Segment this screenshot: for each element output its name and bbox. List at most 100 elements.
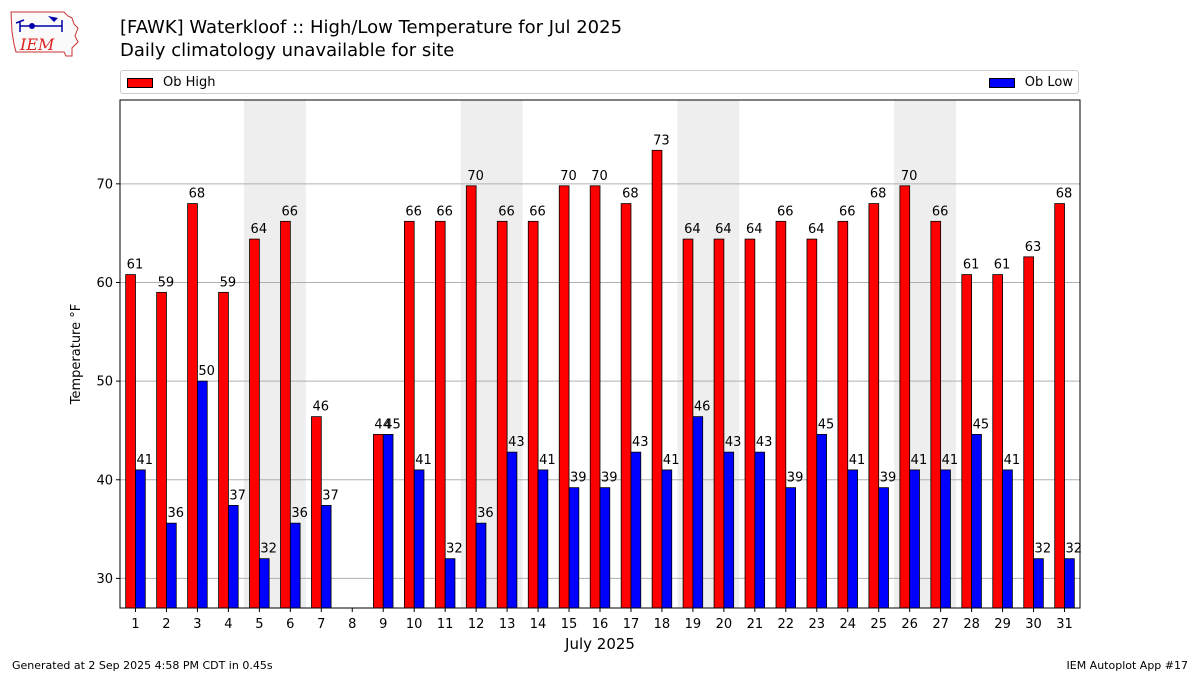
label-low-day-17: 43 [632, 435, 649, 450]
label-high-day-26: 70 [901, 169, 918, 184]
xtick-label-23: 23 [809, 617, 826, 632]
xtick-label-21: 21 [747, 617, 764, 632]
label-low-day-29: 41 [1004, 453, 1021, 468]
xtick-label-7: 7 [317, 617, 325, 632]
label-low-day-13: 43 [508, 435, 525, 450]
label-low-day-16: 39 [601, 471, 618, 486]
xtick-label-16: 16 [592, 617, 609, 632]
xtick-label-28: 28 [963, 617, 980, 632]
bar-low-day-2 [166, 522, 177, 609]
bar-low-day-30 [1033, 558, 1044, 609]
label-high-day-12: 70 [467, 169, 484, 184]
label-low-day-4: 37 [229, 488, 246, 503]
label-high-day-2: 59 [158, 275, 175, 290]
xtick-label-18: 18 [654, 617, 671, 632]
xtick-label-2: 2 [162, 617, 170, 632]
xtick-label-19: 19 [685, 617, 702, 632]
xtick-label-10: 10 [406, 617, 423, 632]
label-low-day-2: 36 [167, 506, 184, 521]
bar-low-day-11 [444, 558, 456, 609]
label-high-day-17: 68 [622, 187, 639, 202]
xtick-label-30: 30 [1025, 617, 1042, 632]
xtick-label-29: 29 [994, 617, 1011, 632]
label-low-day-21: 43 [756, 435, 773, 450]
bar-high-day-7 [311, 416, 322, 609]
bar-low-day-3 [197, 380, 208, 609]
bar-low-day-25 [878, 487, 889, 609]
bar-low-day-20 [723, 451, 735, 609]
bar-high-day-3 [187, 203, 198, 609]
generated-timestamp: Generated at 2 Sep 2025 4:58 PM CDT in 0… [12, 659, 273, 672]
label-low-day-1: 41 [136, 453, 153, 468]
label-high-day-19: 64 [684, 222, 701, 237]
bar-low-day-19 [692, 416, 704, 609]
label-low-day-18: 41 [663, 453, 680, 468]
bar-high-day-21 [744, 238, 756, 609]
label-low-day-30: 32 [1035, 542, 1052, 557]
xtick-label-14: 14 [530, 617, 547, 632]
bar-low-day-14 [537, 469, 549, 609]
ytick-label-50: 50 [96, 375, 113, 390]
label-high-day-30: 63 [1025, 240, 1042, 255]
label-high-day-29: 61 [994, 258, 1011, 273]
label-low-day-25: 39 [880, 471, 897, 486]
bar-high-day-27 [930, 220, 942, 609]
label-high-day-16: 70 [591, 169, 608, 184]
bar-high-day-9 [373, 433, 384, 609]
label-high-day-14: 66 [529, 204, 546, 219]
legend-swatch-low [988, 77, 1015, 88]
label-low-day-14: 41 [539, 453, 556, 468]
xtick-label-25: 25 [870, 617, 887, 632]
bar-low-day-21 [754, 451, 766, 609]
bar-low-day-24 [847, 469, 858, 609]
label-low-day-10: 41 [415, 453, 432, 468]
bar-low-day-7 [320, 505, 332, 609]
label-low-day-3: 50 [198, 364, 215, 379]
bar-high-day-30 [1023, 256, 1034, 609]
label-high-day-31: 68 [1056, 187, 1073, 202]
xtick-label-31: 31 [1056, 617, 1073, 632]
bar-low-day-17 [630, 451, 642, 609]
bar-high-day-5 [249, 238, 260, 609]
bar-low-day-31 [1064, 558, 1075, 609]
plot-frame [119, 99, 1081, 609]
bar-low-day-5 [258, 558, 270, 609]
xtick-label-22: 22 [778, 617, 795, 632]
bar-high-day-22 [775, 220, 787, 609]
xtick-label-20: 20 [716, 617, 733, 632]
label-low-day-31: 32 [1066, 542, 1083, 557]
label-low-day-11: 32 [446, 542, 463, 557]
xtick-label-9: 9 [379, 617, 387, 632]
xtick-label-8: 8 [348, 617, 356, 632]
bar-high-day-6 [280, 220, 291, 609]
legend-label-high: Ob High [163, 75, 216, 90]
bar-low-day-22 [785, 487, 797, 609]
label-high-day-10: 66 [405, 204, 422, 219]
iem-logo: IEM [10, 11, 79, 57]
label-high-day-27: 66 [932, 204, 949, 219]
label-high-day-5: 64 [251, 222, 268, 237]
ytick-label-60: 60 [96, 276, 113, 291]
legend-swatch-high [127, 77, 153, 88]
label-low-day-12: 36 [477, 506, 494, 521]
bar-high-day-31 [1054, 203, 1065, 609]
bar-low-day-4 [227, 505, 239, 609]
xtick-label-26: 26 [901, 617, 918, 632]
xtick-label-5: 5 [255, 617, 263, 632]
bar-low-day-1 [135, 469, 146, 609]
ytick-label-30: 30 [96, 572, 113, 587]
bar-low-day-23 [816, 433, 827, 609]
bar-low-day-12 [475, 522, 487, 609]
label-high-day-25: 68 [870, 187, 887, 202]
bar-high-day-20 [713, 238, 725, 609]
xtick-label-12: 12 [468, 617, 485, 632]
label-high-day-20: 64 [715, 222, 732, 237]
bar-high-day-24 [837, 220, 849, 609]
chart-subtitle: Daily climatology unavailable for site [120, 40, 455, 61]
label-low-day-6: 36 [291, 506, 308, 521]
label-low-day-28: 45 [973, 417, 990, 432]
bar-high-day-25 [868, 203, 880, 609]
label-high-day-9: 44 [374, 417, 391, 432]
xtick-label-15: 15 [561, 617, 578, 632]
